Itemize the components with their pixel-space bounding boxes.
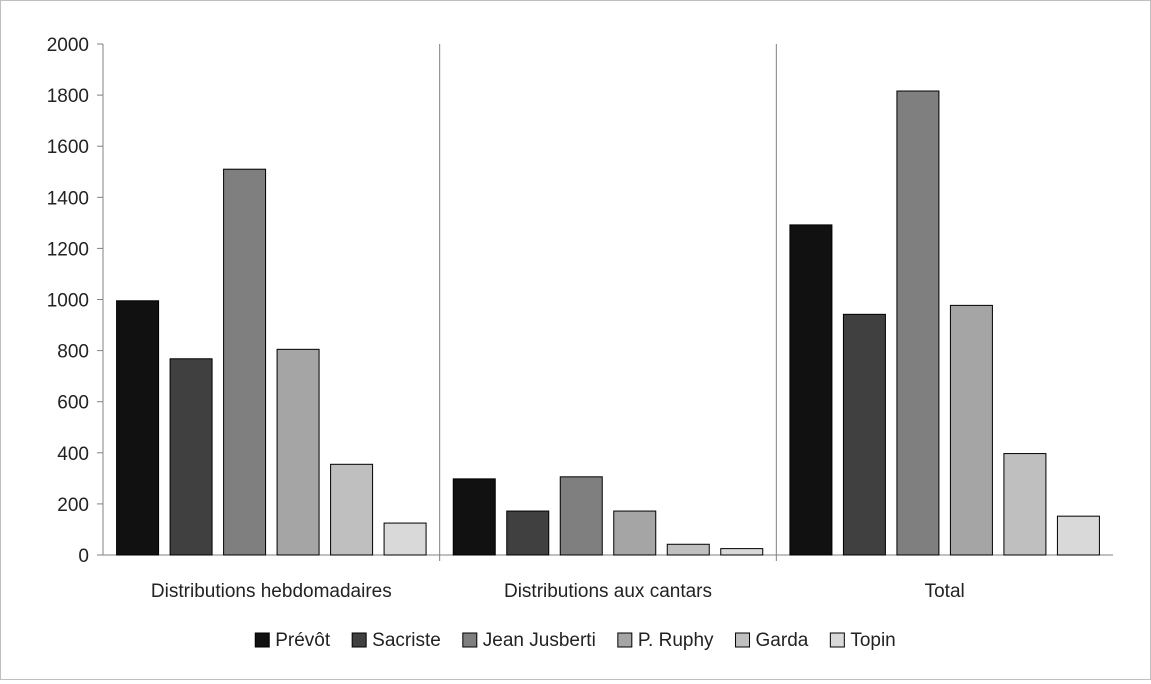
legend-swatch-garda — [735, 632, 751, 648]
bar-garda-2 — [666, 543, 710, 556]
bar-garda-1 — [330, 463, 374, 556]
y-tick-label: 1200 — [47, 239, 89, 260]
legend-label-p-ruphy: P. Ruphy — [638, 630, 714, 651]
bar-topin-2 — [720, 548, 764, 556]
x-category-label: Distributions hebdomadaires — [151, 581, 392, 602]
labels: 0 200 400 600 800 1000 1200 1400 1600 1800 2000 Dis… — [47, 35, 965, 602]
y-tick-label: 200 — [57, 495, 89, 516]
legend-label-garda: Garda — [756, 630, 809, 651]
bar-pr-v-t-1 — [116, 300, 160, 556]
legend-label-jean-jusberti: Jean Jusberti — [483, 630, 596, 651]
bar-garda-3 — [1003, 453, 1047, 556]
bar-jean-jusberti-1 — [223, 168, 267, 556]
axes — [97, 43, 1113, 561]
y-tick-label: 1600 — [47, 137, 89, 158]
legend-swatch-pr-v-t — [254, 632, 270, 648]
bar-topin-1 — [383, 522, 427, 556]
bar-jean-jusberti-3 — [896, 90, 940, 556]
legend-label-topin: Topin — [850, 630, 895, 651]
bar-p-ruphy-3 — [949, 304, 993, 556]
bar-sacriste-2 — [506, 510, 550, 556]
y-tick-label: 1000 — [47, 291, 89, 312]
y-tick-label: 2000 — [47, 35, 89, 56]
legend-swatch-p-ruphy — [617, 632, 633, 648]
legend-label-sacriste: Sacriste — [372, 630, 441, 651]
x-category-label: Total — [925, 581, 965, 602]
legend-swatch-jean-jusberti — [462, 632, 478, 648]
y-tick-label: 0 — [78, 546, 89, 567]
bar-topin-3 — [1056, 515, 1100, 556]
legend: Prévôt Sacriste Jean Jusberti P. Ruphy Garda… — [254, 630, 896, 651]
bar-p-ruphy-2 — [613, 510, 657, 556]
x-category-label: Distributions aux cantars — [504, 581, 712, 602]
y-tick-label: 600 — [57, 393, 89, 414]
bar-p-ruphy-1 — [276, 348, 320, 556]
bar-sacriste-3 — [842, 313, 886, 556]
legend-label-pr-v-t: Prévôt — [275, 630, 331, 651]
y-tick-label: 800 — [57, 342, 89, 363]
legend-swatch-sacriste — [351, 632, 367, 648]
y-tick-label: 1800 — [47, 86, 89, 107]
y-tick-label: 1400 — [47, 188, 89, 209]
legend-swatch-topin — [829, 632, 845, 648]
bar-pr-v-t-2 — [452, 478, 496, 556]
y-tick-label: 400 — [57, 444, 89, 465]
bar-jean-jusberti-2 — [559, 476, 603, 556]
bar-sacriste-1 — [169, 358, 213, 556]
bars — [116, 90, 1100, 556]
bar-pr-v-t-3 — [789, 224, 833, 556]
